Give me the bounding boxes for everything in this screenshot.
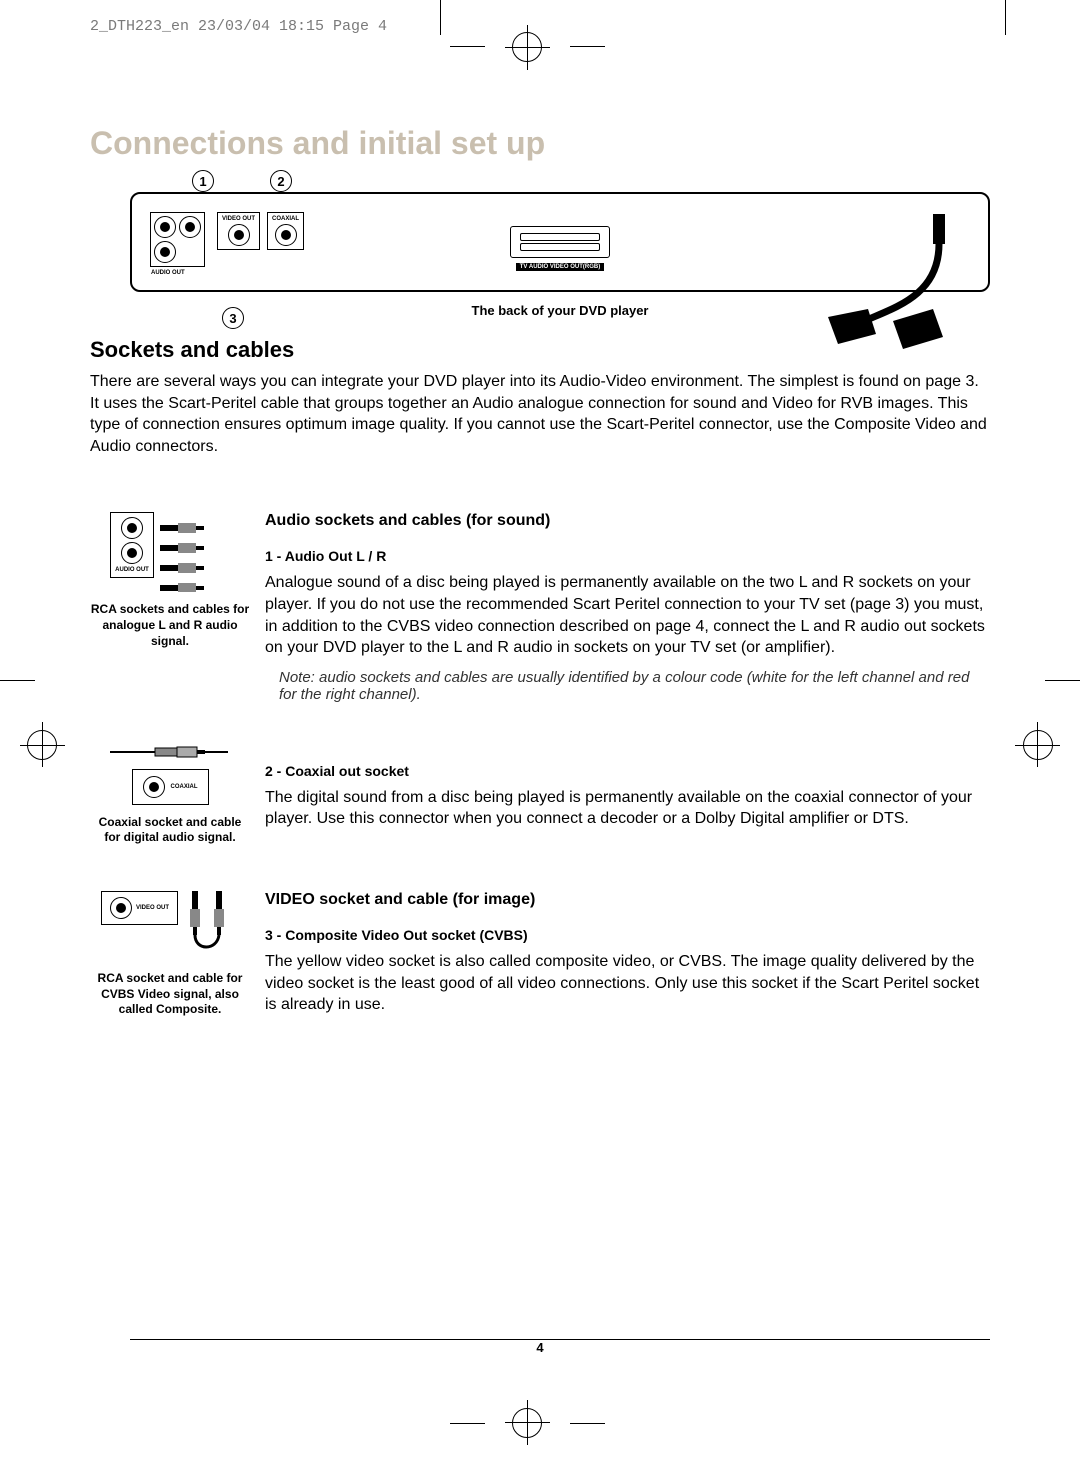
callout-3: 3 [222,307,244,329]
page-number: 4 [536,1340,543,1355]
audio-item2-title: 2 - Coaxial out socket [265,763,990,779]
page-content: Connections and initial set up 1 2 AUDIO… [90,85,990,1370]
audio-socket-icon [154,241,176,263]
coax-cable-icon [110,743,230,761]
video-out-label: VIDEO OUT [222,216,255,222]
page-title: Connections and initial set up [90,125,990,162]
footer-rule [130,1339,990,1340]
audio-item1-body: Analogue sound of a disc being played is… [265,572,990,658]
audio-heading: Audio sockets and cables (for sound) [265,512,990,530]
audio-r-socket-icon [179,216,201,238]
rca-cables-icon [160,512,230,592]
coaxial-label: COAXIAL [272,216,299,222]
coax-socket-icon: COAXIAL [132,769,209,805]
diagram-caption: The back of your DVD player [472,303,649,318]
print-meta: 2_DTH223_en 23/03/04 18:15 Page 4 [90,18,387,35]
video-side-caption: RCA socket and cable for CVBS Video sign… [90,971,250,1018]
video-heading: VIDEO socket and cable (for image) [265,891,990,909]
video-rca-cables-icon [184,891,239,961]
scart-label: TV AUDIO VIDEO OUT(RGB) [516,263,604,271]
video-socket-icon: VIDEO OUT [101,891,178,925]
back-panel-diagram: AUDIO OUT VIDEO OUT COAXIAL TV AUDIO VID… [130,192,990,292]
audio-out-label: AUDIO OUT [151,270,185,276]
scart-socket-icon: TV AUDIO VIDEO OUT(RGB) [510,226,610,258]
audio-item1-note: Note: audio sockets and cables are usual… [265,669,990,703]
coaxial-socket-icon [275,224,297,246]
video-item1-body: The yellow video socket is also called c… [265,951,990,1016]
rca-sockets-icon: AUDIO OUT [110,512,154,578]
sockets-intro: There are several ways you can integrate… [90,371,990,457]
scart-cable-icon [798,209,998,369]
audio-l-socket-icon [154,216,176,238]
callout-2: 2 [270,170,292,192]
callout-1: 1 [192,170,214,192]
video-item1-title: 3 - Composite Video Out socket (CVBS) [265,927,990,943]
audio-item2-body: The digital sound from a disc being play… [265,787,990,830]
video-out-socket-icon [228,224,250,246]
audio-item1-title: 1 - Audio Out L / R [265,548,990,564]
coax-side-caption: Coaxial socket and cable for digital aud… [90,815,250,846]
rca-side-caption: RCA sockets and cables for analogue L an… [90,602,250,649]
